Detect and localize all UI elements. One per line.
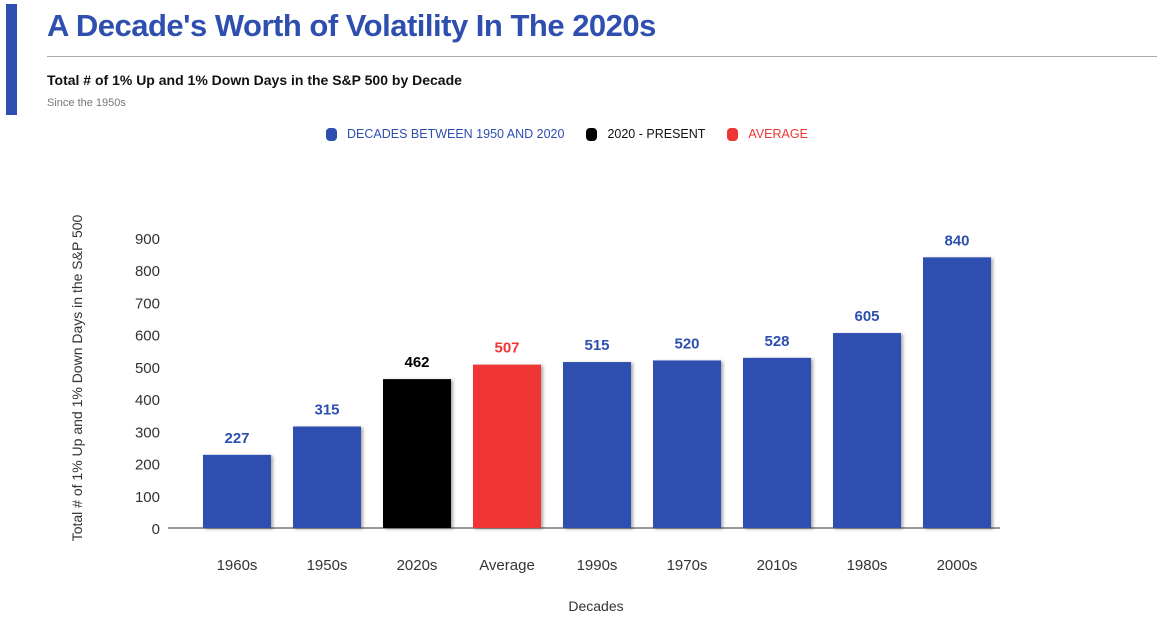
y-tick-label: 600 xyxy=(135,328,160,345)
bar-1990s xyxy=(563,362,631,528)
legend-label: AVERAGE xyxy=(748,127,808,141)
bar-2010s xyxy=(743,357,811,528)
y-tick-label: 800 xyxy=(135,263,160,280)
data-label: 520 xyxy=(674,335,699,352)
y-tick-label: 500 xyxy=(135,360,160,377)
chart-subtitle: Total # of 1% Up and 1% Down Days in the… xyxy=(47,72,462,88)
accent-bar xyxy=(6,4,17,115)
data-label: 840 xyxy=(944,232,969,249)
legend-swatch xyxy=(727,127,739,141)
bar-2020s xyxy=(383,379,451,528)
legend: DECADES BETWEEN 1950 AND 2020 2020 - PRE… xyxy=(326,127,808,141)
x-tick-label: 1970s xyxy=(667,557,708,574)
x-tick-label: 2020s xyxy=(397,557,438,574)
legend-label: DECADES BETWEEN 1950 AND 2020 xyxy=(347,127,565,141)
legend-item-decades: DECADES BETWEEN 1950 AND 2020 xyxy=(326,127,564,141)
page-title: A Decade's Worth of Volatility In The 20… xyxy=(47,8,656,43)
bar-1970s xyxy=(653,360,721,528)
data-label: 227 xyxy=(224,430,249,447)
legend-item-average: AVERAGE xyxy=(727,127,808,141)
y-tick-label: 200 xyxy=(135,457,160,474)
chart-note: Since the 1950s xyxy=(47,97,126,109)
x-tick-label: 2000s xyxy=(937,557,978,574)
data-label: 515 xyxy=(584,337,609,354)
data-label: 605 xyxy=(854,308,879,325)
y-tick-label: 0 xyxy=(152,521,160,538)
bar-2000s xyxy=(923,257,991,528)
y-tick-label: 700 xyxy=(135,295,160,312)
x-tick-label: 1980s xyxy=(847,557,888,574)
y-tick-label: 300 xyxy=(135,424,160,441)
y-tick-label: 900 xyxy=(135,231,160,248)
data-label: 507 xyxy=(494,340,519,357)
data-label: 315 xyxy=(314,402,339,419)
x-axis-label: Decades xyxy=(568,598,623,614)
data-label: 528 xyxy=(764,333,789,350)
bar-1960s xyxy=(203,454,271,528)
bar-1980s xyxy=(833,333,901,528)
x-tick-label: 1960s xyxy=(217,557,258,574)
title-divider xyxy=(47,56,1157,57)
legend-label: 2020 - PRESENT xyxy=(607,127,706,141)
x-tick-label: Average xyxy=(479,557,535,574)
legend-item-present: 2020 - PRESENT xyxy=(586,127,705,141)
bar-1950s xyxy=(293,426,361,528)
y-axis-label: Total # of 1% Up and 1% Down Days in the… xyxy=(69,214,85,541)
y-tick-label: 400 xyxy=(135,392,160,409)
bar-average xyxy=(473,364,541,528)
data-label: 462 xyxy=(404,354,429,371)
legend-swatch xyxy=(326,127,337,141)
legend-swatch xyxy=(586,127,598,141)
x-tick-label: 2010s xyxy=(757,557,798,574)
x-tick-label: 1950s xyxy=(307,557,348,574)
y-tick-label: 100 xyxy=(135,489,160,506)
x-tick-label: 1990s xyxy=(577,557,618,574)
